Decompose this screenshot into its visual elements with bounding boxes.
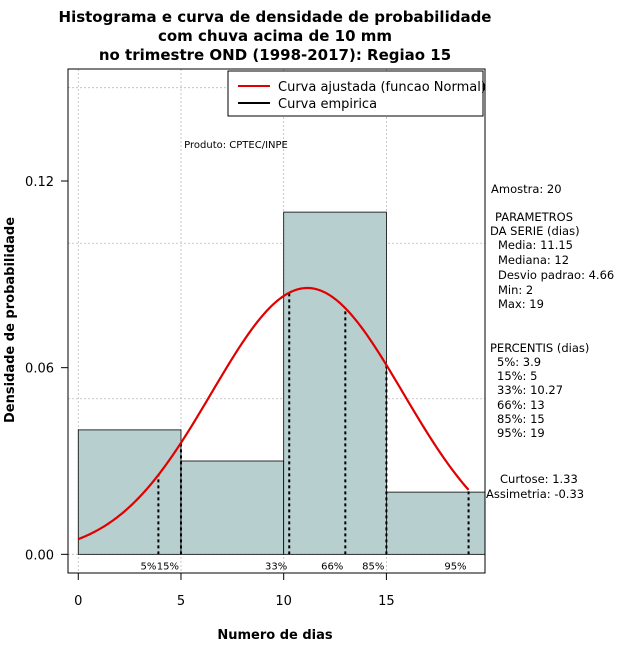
histogram-bars [77, 211, 486, 555]
param-mediana: Mediana: 12 [498, 253, 569, 267]
x-tick-label-0: 0 [74, 594, 82, 609]
chart-title: Histograma e curva de densidade de proba… [59, 8, 492, 64]
curtose-text: Curtose: 1.33 [500, 472, 578, 486]
percentile-label-85: 85% [362, 561, 384, 572]
percentile-label-95: 95% [444, 561, 466, 572]
title-line-3: no trimestre OND (1998-2017): Regiao 15 [99, 46, 451, 64]
percentil-33: 33%: 10.27 [497, 383, 563, 397]
y-tick-label-0: 0.00 [25, 548, 54, 563]
histogram-bar-2 [180, 460, 285, 555]
params-title: PARAMETROS [495, 210, 573, 224]
percentile-lines [157, 292, 470, 555]
title-line-1: Histograma e curva de densidade de proba… [59, 8, 492, 26]
percentil-85: 85%: 15 [497, 412, 545, 426]
stats-panel: Amostra: 20 PARAMETROS DA SERIE (dias) M… [486, 182, 614, 501]
produto-annotation: Produto: CPTEC/INPE [184, 140, 288, 151]
x-axis: 0 5 10 15 [74, 572, 395, 609]
percentil-5: 5%: 3.9 [497, 355, 541, 369]
x-tick-label-5: 5 [177, 594, 185, 609]
percentis-title: PERCENTIS (dias) [490, 341, 589, 355]
title-line-2: com chuva acima de 10 mm [158, 27, 392, 45]
percentile-label-33: 33% [265, 561, 287, 572]
percentil-95: 95%: 19 [497, 426, 545, 440]
legend-label-empirica: Curva empirica [278, 97, 377, 112]
percentil-66: 66%: 13 [497, 398, 545, 412]
legend-label-normal: Curva ajustada (funcao Normal) [278, 80, 486, 95]
histogram-bar-4 [385, 491, 486, 555]
param-desvio: Desvio padrao: 4.66 [498, 268, 614, 282]
x-tick-label-10: 10 [275, 594, 292, 609]
histogram-bar-1 [77, 429, 182, 555]
y-axis-label: Densidade de probabilidade [3, 217, 18, 423]
assimetria-text: Assimetria: -0.33 [486, 487, 584, 501]
legend-box [227, 70, 484, 117]
y-axis: 0.00 0.06 0.12 [25, 175, 69, 563]
percentile-labels: 5% 15% 33% 66% 85% 95% [141, 561, 467, 572]
x-tick-label-15: 15 [378, 594, 395, 609]
legend: Curva ajustada (funcao Normal) Curva emp… [227, 70, 486, 117]
param-min: Min: 2 [498, 283, 533, 297]
y-tick-label-1: 0.06 [25, 362, 54, 377]
percentile-label-66: 66% [321, 561, 343, 572]
y-tick-label-2: 0.12 [25, 175, 54, 190]
histogram-bar-3 [283, 211, 387, 555]
normal-curve [77, 286, 470, 541]
amostra-text: Amostra: 20 [491, 182, 562, 196]
percentile-label-5: 5% [141, 561, 157, 572]
percentil-15: 15%: 5 [497, 369, 537, 383]
param-max: Max: 19 [498, 297, 544, 311]
x-axis-label: Numero de dias [217, 628, 333, 643]
percentile-label-15: 15% [157, 561, 179, 572]
param-media: Media: 11.15 [498, 238, 573, 252]
normal-curve-path [77, 286, 470, 541]
params-subtitle: DA SERIE (dias) [490, 224, 580, 238]
